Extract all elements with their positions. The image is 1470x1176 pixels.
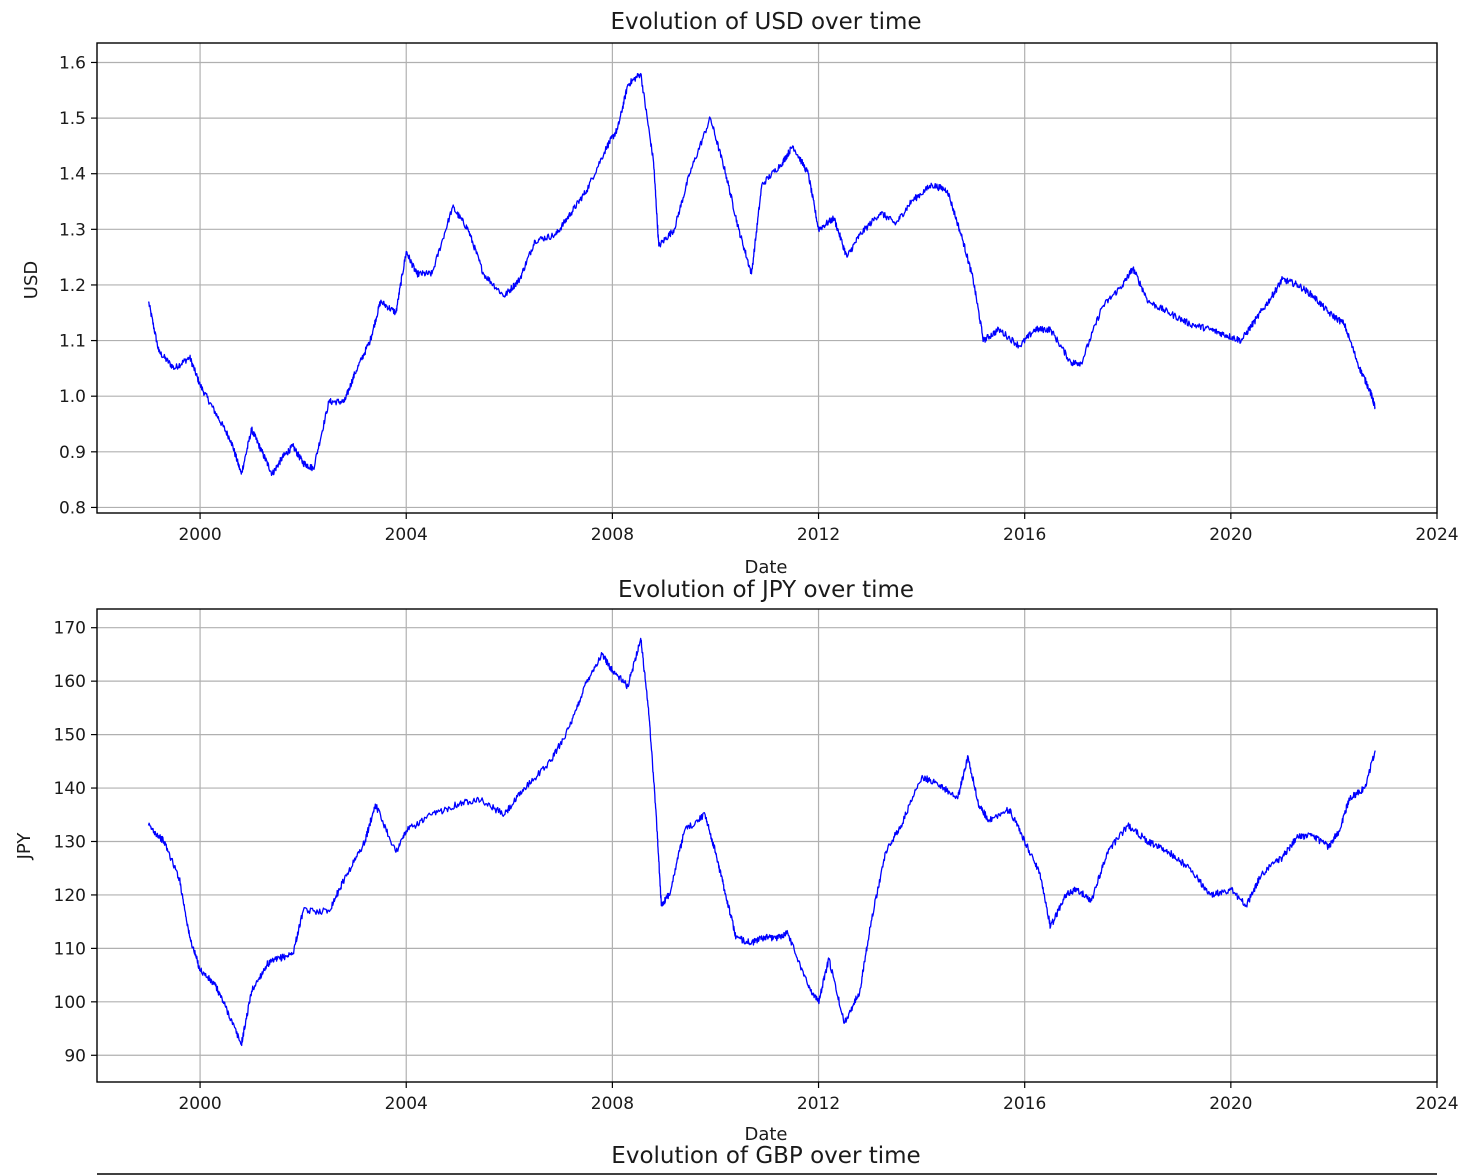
gbp-chart: Evolution of GBP over time [97, 1143, 1437, 1175]
usd-y-axis-label: USD [21, 261, 42, 299]
jpy-x-tick-label: 2016 [1003, 1094, 1046, 1114]
jpy-y-tick-label: 170 [54, 619, 86, 639]
jpy-y-tick-label: 90 [64, 1046, 86, 1066]
usd-gridlines [97, 43, 1438, 513]
jpy-chart-title: Evolution of JPY over time [618, 577, 914, 603]
usd-series-line [147, 72, 1376, 477]
gbp-chart-title: Evolution of GBP over time [611, 1143, 920, 1169]
usd-x-tick-label: 2020 [1209, 525, 1252, 545]
jpy-x-axis: 2000 2004 2008 2012 2016 2020 2024 [178, 1082, 1459, 1114]
jpy-y-tick-label: 130 [54, 832, 86, 852]
jpy-y-tick-label: 150 [54, 726, 86, 746]
usd-y-axis: 0.8 0.9 1.0 1.1 1.2 1.3 1.4 1.5 1.6 [59, 53, 97, 518]
usd-y-tick-label: 0.9 [59, 443, 86, 463]
usd-x-tick-label: 2016 [1003, 525, 1046, 545]
usd-chart-title: Evolution of USD over time [610, 9, 921, 35]
jpy-x-axis-label: Date [744, 1124, 787, 1145]
usd-y-tick-label: 1.1 [59, 332, 86, 352]
usd-y-tick-label: 1.6 [59, 53, 86, 73]
usd-y-tick-label: 1.0 [59, 387, 86, 407]
jpy-y-tick-label: 100 [54, 993, 86, 1013]
usd-y-tick-label: 1.3 [59, 220, 86, 240]
jpy-x-tick-label: 2008 [591, 1094, 634, 1114]
usd-x-axis-label: Date [744, 557, 787, 578]
usd-x-tick-label: 2000 [178, 525, 221, 545]
usd-x-tick-label: 2008 [591, 525, 634, 545]
usd-chart: Evolution of USD over time 2000 2004 2008 2… [21, 9, 1459, 578]
jpy-line-layer [147, 637, 1376, 1047]
usd-x-tick-label: 2024 [1415, 525, 1458, 545]
jpy-x-tick-label: 2024 [1415, 1094, 1458, 1114]
jpy-gridlines [97, 609, 1438, 1082]
jpy-y-tick-label: 160 [54, 672, 86, 692]
jpy-series-line [147, 637, 1376, 1047]
usd-x-axis: 2000 2004 2008 2012 2016 2020 2024 [178, 513, 1459, 545]
jpy-x-tick-label: 2012 [797, 1094, 840, 1114]
jpy-y-tick-label: 140 [54, 779, 86, 799]
jpy-plot-frame [96, 608, 1438, 1083]
jpy-y-tick-label: 120 [54, 886, 86, 906]
usd-y-tick-label: 0.8 [59, 498, 86, 518]
jpy-x-tick-label: 2004 [385, 1094, 428, 1114]
jpy-y-axis: 90 100 110 120 130 140 150 160 170 [54, 619, 97, 1066]
usd-x-tick-label: 2012 [797, 525, 840, 545]
usd-line-layer [147, 72, 1376, 477]
jpy-y-axis-label: JPY [14, 832, 35, 861]
jpy-x-tick-label: 2000 [178, 1094, 221, 1114]
usd-plot-frame [96, 42, 1438, 514]
usd-y-tick-label: 1.2 [59, 276, 86, 296]
usd-y-tick-label: 1.4 [59, 165, 86, 185]
jpy-y-tick-label: 110 [54, 939, 86, 959]
usd-y-tick-label: 1.5 [59, 109, 86, 129]
jpy-chart: Evolution of JPY over time 2000 2004 2008 2… [14, 577, 1459, 1145]
usd-x-tick-label: 2004 [385, 525, 428, 545]
jpy-x-tick-label: 2020 [1209, 1094, 1252, 1114]
